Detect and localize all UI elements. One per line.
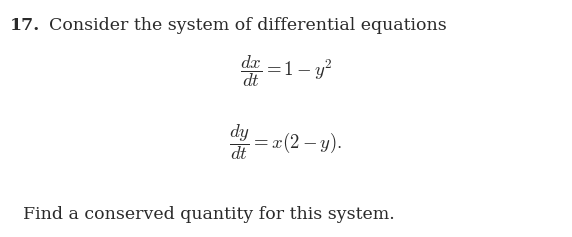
Text: $\dfrac{dx}{dt} = 1 - y^2$: $\dfrac{dx}{dt} = 1 - y^2$ [240, 53, 332, 89]
Text: Find a conserved quantity for this system.: Find a conserved quantity for this syste… [23, 206, 395, 223]
Text: $\dfrac{dy}{dt} = x(2 - y).$: $\dfrac{dy}{dt} = x(2 - y).$ [229, 122, 343, 162]
Text: 17.: 17. [10, 17, 41, 34]
Text: Consider the system of differential equations: Consider the system of differential equa… [49, 17, 446, 34]
